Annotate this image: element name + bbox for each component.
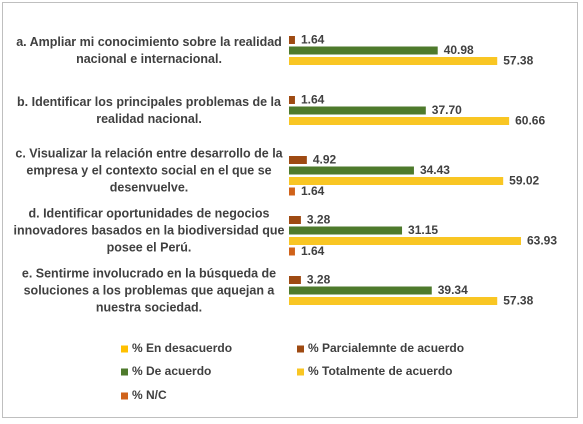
- legend-swatch: [121, 345, 128, 353]
- bar: [289, 96, 295, 104]
- bar: [289, 36, 295, 44]
- value-label: 3.28: [307, 273, 331, 287]
- legend-label: % En desacuerdo: [132, 341, 232, 355]
- bar: [289, 177, 504, 185]
- category-label: e. Sentirme involucrado en la búsqueda d…: [21, 266, 277, 315]
- value-label: 4.92: [313, 153, 337, 167]
- legend-label: % Totalmente de acuerdo: [308, 364, 452, 378]
- value-label: 1.64: [301, 33, 325, 47]
- value-label: 31.15: [408, 223, 438, 237]
- legend-swatch: [121, 392, 128, 400]
- value-label: 1.64: [301, 244, 325, 258]
- bar: [289, 156, 307, 164]
- bar: [289, 226, 403, 235]
- bar: [289, 286, 432, 295]
- bar: [289, 57, 498, 65]
- bar: [289, 276, 301, 284]
- bar: [289, 117, 510, 125]
- value-label: 57.38: [503, 294, 533, 308]
- value-label: 63.93: [527, 234, 557, 248]
- bar: [289, 297, 498, 305]
- category-label: b. Identificar los principales problemas…: [17, 95, 281, 126]
- bar: [289, 216, 301, 224]
- value-label: 37.70: [432, 103, 462, 117]
- legend-label: % Parcialemnte de acuerdo: [308, 341, 464, 355]
- legend-label: % N/C: [132, 388, 167, 402]
- bar: [289, 237, 521, 245]
- value-label: 39.34: [438, 283, 468, 297]
- bar: [289, 247, 295, 256]
- value-label: 3.28: [307, 213, 331, 227]
- value-label: 1.64: [301, 93, 325, 107]
- value-label: 60.66: [515, 114, 545, 128]
- bar: [289, 106, 426, 115]
- legend-swatch: [297, 345, 304, 353]
- value-label: 59.02: [509, 174, 539, 188]
- bar: [289, 46, 438, 55]
- legend-swatch: [297, 368, 304, 376]
- bar: [289, 166, 414, 175]
- category-label: d. Identificar oportunidades de negocios…: [13, 206, 285, 255]
- category-label: c. Visualizar la relación entre desarrol…: [15, 146, 283, 195]
- value-label: 1.64: [301, 184, 325, 198]
- chart-frame: [2, 2, 578, 418]
- legend-swatch: [121, 368, 128, 376]
- value-label: 57.38: [503, 54, 533, 68]
- category-label: a. Ampliar mi conocimiento sobre la real…: [16, 35, 282, 66]
- value-label: 40.98: [444, 43, 474, 57]
- legend-label: % De acuerdo: [132, 364, 211, 378]
- bar: [289, 187, 295, 196]
- value-label: 34.43: [420, 163, 450, 177]
